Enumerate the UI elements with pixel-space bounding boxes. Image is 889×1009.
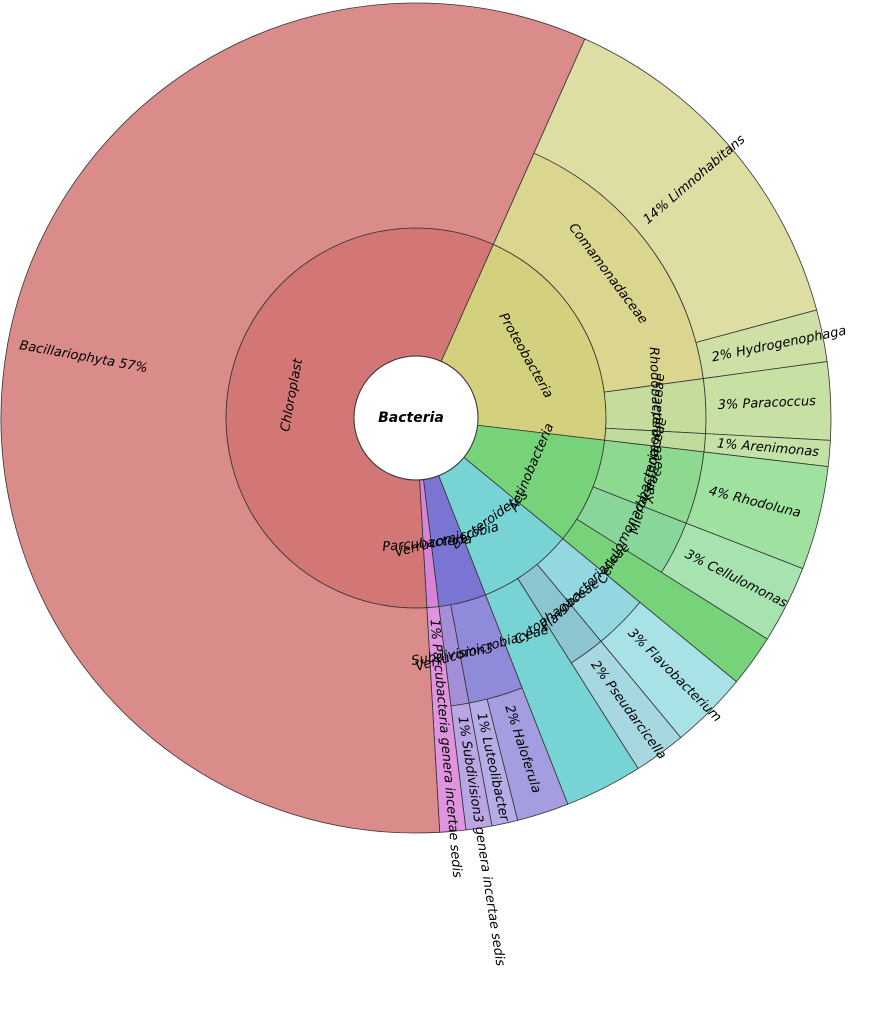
leaf-wedge xyxy=(0,2,586,834)
root-label: Bacteria xyxy=(378,410,444,426)
group-label: Rhodobacteraceae xyxy=(646,347,666,470)
wedges xyxy=(0,2,832,834)
leaf-label: 3% Paracoccus xyxy=(717,394,816,413)
center-circle xyxy=(353,355,479,481)
